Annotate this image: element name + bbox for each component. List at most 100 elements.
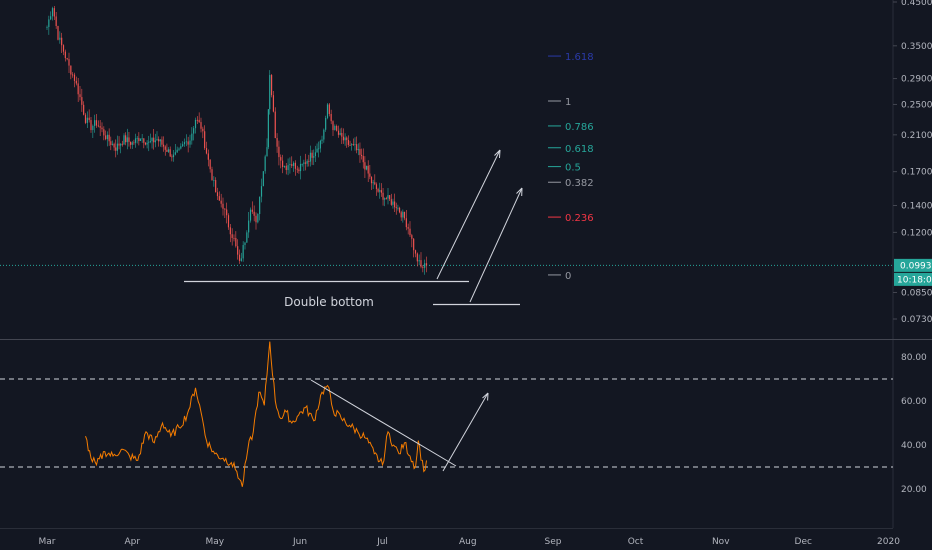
candle <box>55 12 57 29</box>
time-axis: Mar Apr May Jun Jul Aug Sep Oct Nov Dec 2020 <box>39 537 901 547</box>
candle <box>171 154 173 162</box>
fib-level-label: 0.236 <box>565 213 594 224</box>
candle <box>92 124 94 139</box>
candle <box>227 213 230 230</box>
candle <box>294 160 297 176</box>
candle <box>280 154 282 169</box>
fibonacci-levels[interactable]: 1.618 1 0.786 0.618 0.5 0.382 0.236 0 <box>548 52 594 282</box>
rsi-tick-label: 80.00 <box>901 353 927 363</box>
candle <box>66 57 68 61</box>
x-tick-label: Jul <box>376 537 388 547</box>
candle <box>346 136 348 148</box>
x-tick-label: Dec <box>795 537 812 547</box>
projection-arrow-2[interactable] <box>469 187 523 303</box>
candle <box>53 5 55 20</box>
candle <box>121 140 123 147</box>
candle <box>61 32 63 54</box>
candle <box>118 136 120 150</box>
candle <box>242 241 244 262</box>
candle <box>136 136 138 144</box>
candle <box>411 233 413 248</box>
x-tick-label: Mar <box>39 537 56 547</box>
drawings[interactable]: Double bottom <box>184 149 523 472</box>
candle <box>359 142 361 163</box>
candle <box>153 128 155 150</box>
candle <box>361 148 363 160</box>
y-tick-label: 0.2100 <box>901 131 932 141</box>
candle <box>255 212 257 230</box>
candle <box>379 182 381 199</box>
candle <box>364 156 366 179</box>
candle <box>347 135 349 148</box>
candle <box>180 143 182 150</box>
candle <box>182 141 184 148</box>
candle <box>392 198 394 209</box>
candle <box>425 256 428 273</box>
candle <box>344 133 346 146</box>
fib-level-label: 0.382 <box>565 178 594 189</box>
candle <box>291 156 293 168</box>
rsi-trend-line[interactable] <box>310 379 457 467</box>
candle <box>339 128 341 136</box>
last-price-tag: 0.0993 10:18:09 <box>894 258 932 286</box>
candle <box>352 138 354 147</box>
candle <box>116 135 118 155</box>
candle <box>407 223 409 235</box>
candle <box>292 161 295 172</box>
candle <box>75 76 77 86</box>
candle <box>394 193 396 212</box>
candle <box>248 212 250 238</box>
candle <box>356 136 358 154</box>
candle <box>380 183 382 197</box>
candle <box>323 128 325 143</box>
candle <box>274 107 276 139</box>
fib-level-label: 1 <box>565 97 571 108</box>
candle <box>287 158 289 176</box>
candle <box>226 202 228 224</box>
candle <box>166 143 168 152</box>
candle <box>422 265 424 273</box>
candle <box>106 131 109 147</box>
candle <box>231 228 233 246</box>
x-tick-label: Jun <box>292 537 307 547</box>
x-tick-label: Aug <box>459 537 477 547</box>
fib-level-label: 0.5 <box>565 163 581 174</box>
candle <box>278 140 280 166</box>
rsi-line <box>85 341 427 487</box>
rsi-axis: 80.00 60.00 40.00 20.00 <box>901 353 927 495</box>
candle <box>316 143 318 153</box>
projection-arrow-1[interactable] <box>436 149 501 280</box>
candle <box>342 128 345 144</box>
candle <box>84 112 87 125</box>
candle <box>377 187 379 193</box>
candle <box>390 193 392 206</box>
candle <box>187 136 189 153</box>
candle <box>172 149 175 162</box>
candle <box>289 157 291 174</box>
candle <box>148 135 150 152</box>
candle <box>81 88 83 112</box>
candle <box>215 177 217 193</box>
candle <box>174 144 176 156</box>
candle <box>94 114 96 133</box>
y-tick-label: 0.4500 <box>901 0 932 8</box>
candle <box>189 134 191 148</box>
candle <box>105 130 107 141</box>
candle <box>424 259 426 275</box>
candle <box>337 125 340 138</box>
candle <box>398 206 401 214</box>
candle <box>309 145 312 167</box>
rsi-projection-arrow[interactable] <box>442 392 489 472</box>
rsi-level-lines <box>0 378 893 468</box>
y-tick-label: 0.3500 <box>901 42 932 52</box>
candle <box>220 193 222 208</box>
candle <box>68 52 70 73</box>
candle <box>330 109 332 125</box>
candle <box>387 187 389 205</box>
candle <box>99 119 101 137</box>
x-tick-label: 2020 <box>877 537 900 547</box>
rsi-tick-label: 40.00 <box>901 441 927 451</box>
